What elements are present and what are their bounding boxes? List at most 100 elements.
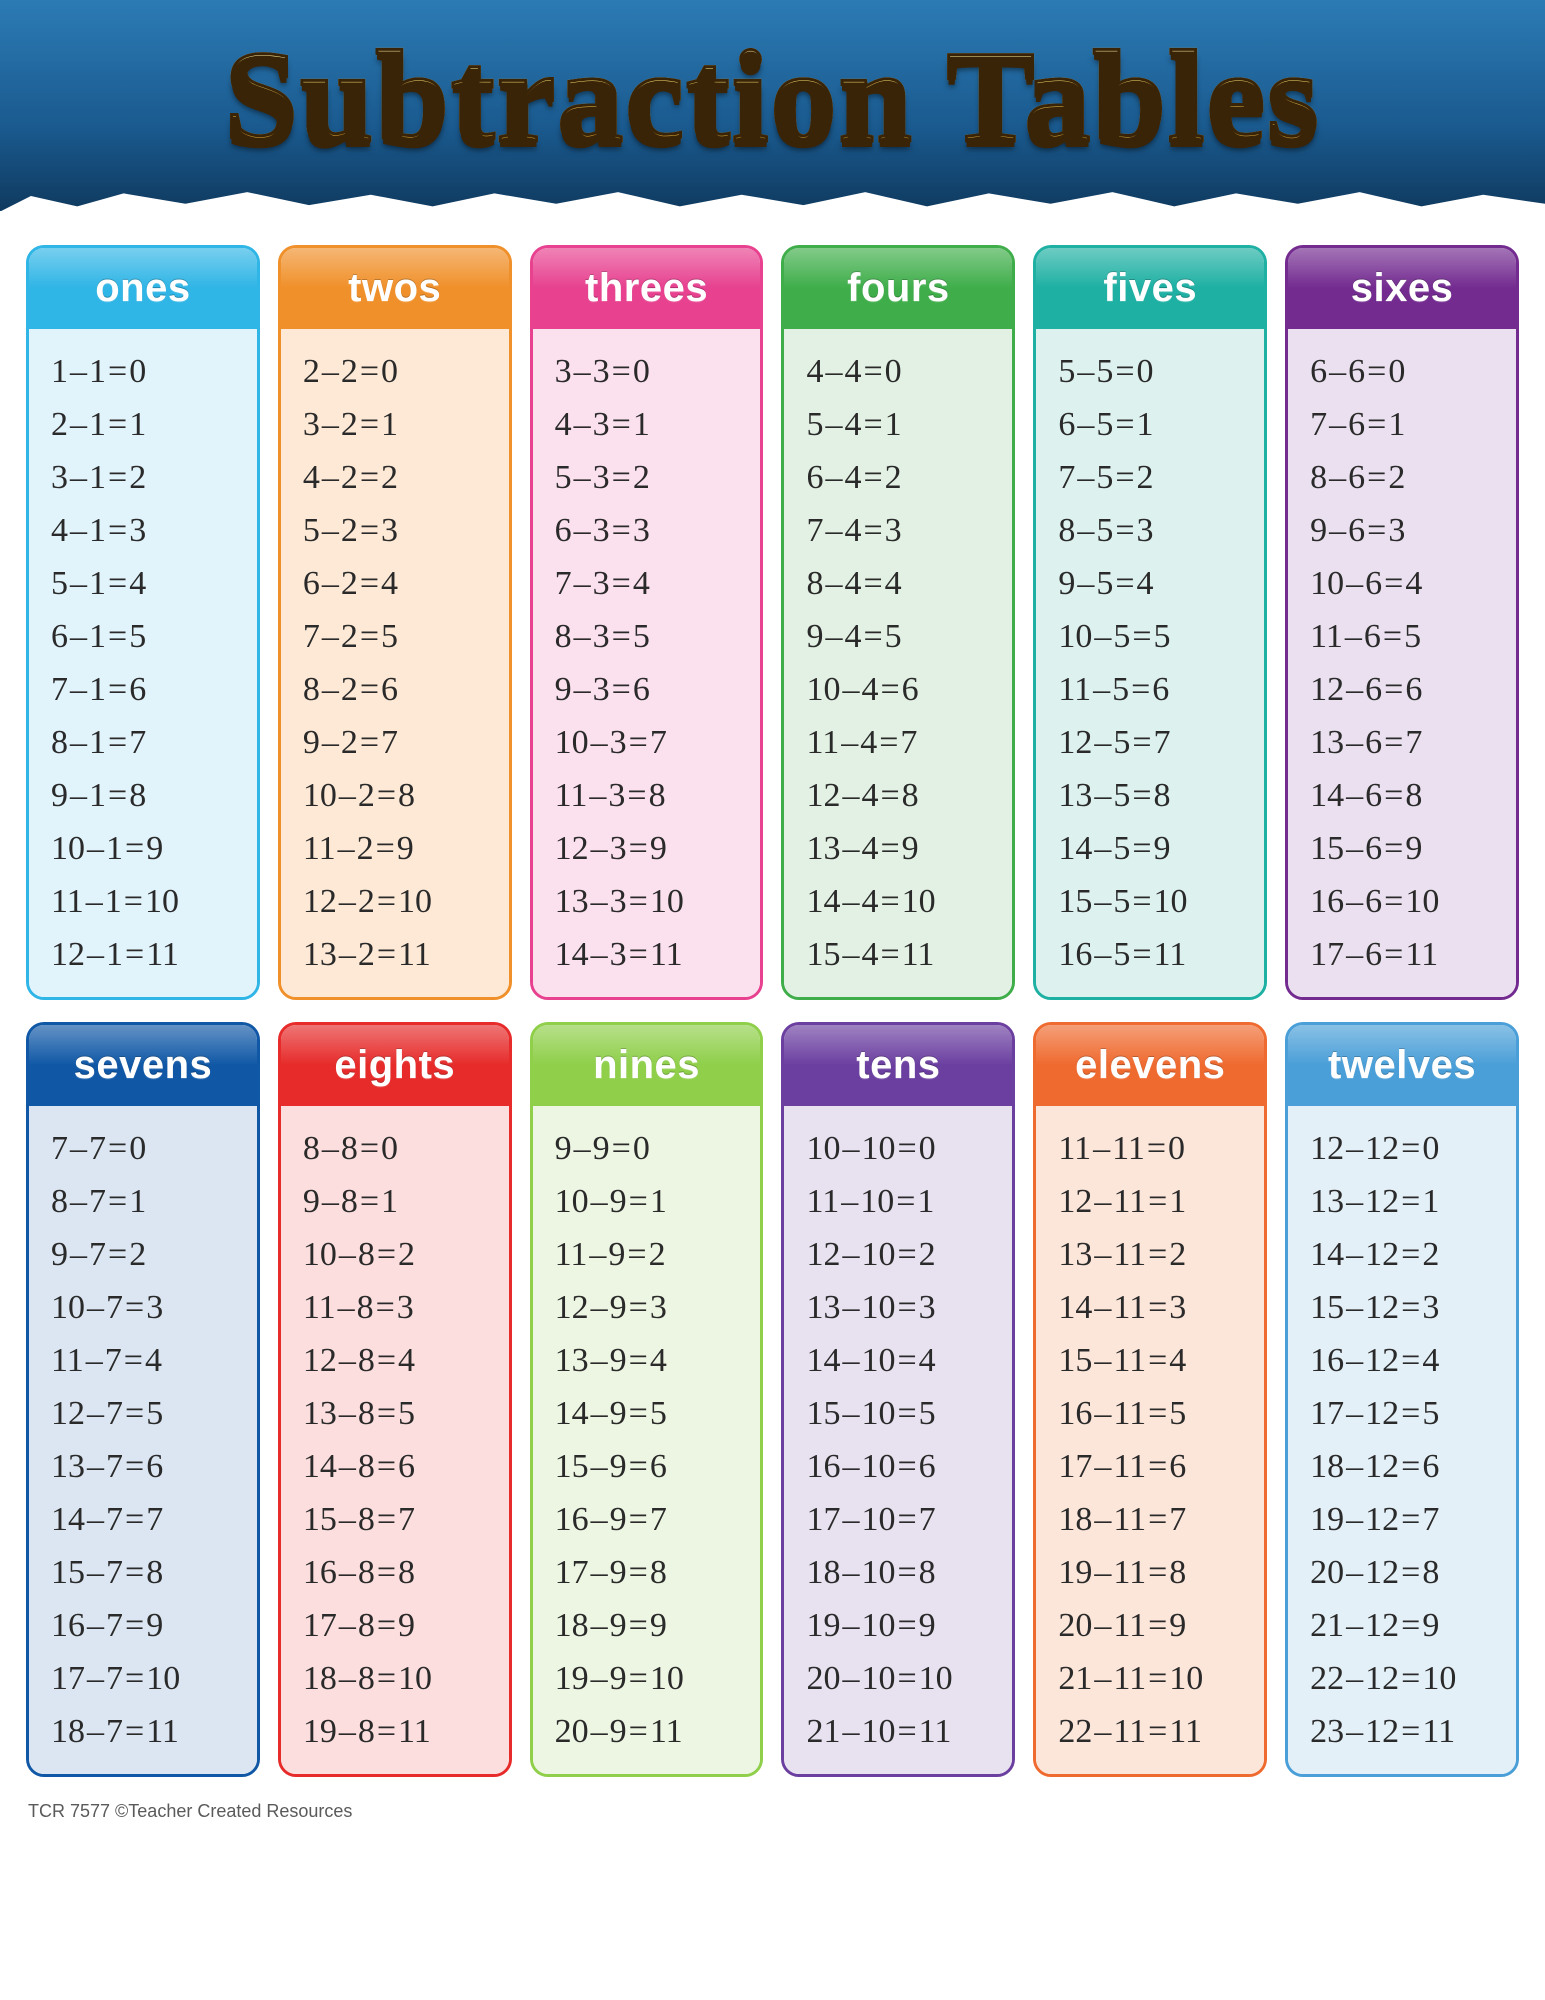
panel-body-fours: 4–4=05–4=16–4=27–4=38–4=49–4=510–4=611–4… — [784, 329, 1012, 997]
equation-row: 18–10=8 — [806, 1546, 1002, 1599]
equation-row: 8–4=4 — [806, 557, 1002, 610]
equation-row: 9–9=0 — [555, 1122, 751, 1175]
equation-row: 8–6=2 — [1310, 451, 1506, 504]
equation-row: 4–3=1 — [555, 398, 751, 451]
title-banner: Subtraction Tables — [0, 0, 1545, 211]
equation-row: 13–8=5 — [303, 1387, 499, 1440]
equation-row: 18–8=10 — [303, 1652, 499, 1705]
equation-row: 21–12=9 — [1310, 1599, 1506, 1652]
panel-fives: fives5–5=06–5=17–5=28–5=39–5=410–5=511–5… — [1033, 245, 1267, 1000]
equation-row: 7–3=4 — [555, 557, 751, 610]
panel-header-tens: tens — [784, 1025, 1012, 1106]
page-title: Subtraction Tables — [20, 28, 1525, 167]
panel-header-fives: fives — [1036, 248, 1264, 329]
equation-row: 10–4=6 — [806, 663, 1002, 716]
equation-row: 1–1=0 — [51, 345, 247, 398]
equation-row: 8–3=5 — [555, 610, 751, 663]
equation-row: 15–5=10 — [1058, 875, 1254, 928]
equation-row: 11–2=9 — [303, 822, 499, 875]
equation-row: 11–11=0 — [1058, 1122, 1254, 1175]
panel-header-threes: threes — [533, 248, 761, 329]
equation-row: 9–1=8 — [51, 769, 247, 822]
panel-elevens: elevens11–11=012–11=113–11=214–11=315–11… — [1033, 1022, 1267, 1777]
equation-row: 15–10=5 — [806, 1387, 1002, 1440]
equation-row: 10–10=0 — [806, 1122, 1002, 1175]
equation-row: 12–10=2 — [806, 1228, 1002, 1281]
equation-row: 23–12=11 — [1310, 1705, 1506, 1758]
equation-row: 11–3=8 — [555, 769, 751, 822]
panel-body-sevens: 7–7=08–7=19–7=210–7=311–7=412–7=513–7=61… — [29, 1106, 257, 1774]
equation-row: 17–7=10 — [51, 1652, 247, 1705]
tables-grid: ones1–1=02–1=13–1=24–1=35–1=46–1=57–1=68… — [0, 211, 1545, 1796]
equation-row: 12–11=1 — [1058, 1175, 1254, 1228]
equation-row: 15–7=8 — [51, 1546, 247, 1599]
equation-row: 9–2=7 — [303, 716, 499, 769]
equation-row: 19–10=9 — [806, 1599, 1002, 1652]
equation-row: 11–10=1 — [806, 1175, 1002, 1228]
equation-row: 17–12=5 — [1310, 1387, 1506, 1440]
equation-row: 11–7=4 — [51, 1334, 247, 1387]
panel-header-ones: ones — [29, 248, 257, 329]
equation-row: 12–2=10 — [303, 875, 499, 928]
equation-row: 14–11=3 — [1058, 1281, 1254, 1334]
equation-row: 13–4=9 — [806, 822, 1002, 875]
equation-row: 16–6=10 — [1310, 875, 1506, 928]
equation-row: 10–9=1 — [555, 1175, 751, 1228]
equation-row: 12–9=3 — [555, 1281, 751, 1334]
equation-row: 12–8=4 — [303, 1334, 499, 1387]
equation-row: 6–4=2 — [806, 451, 1002, 504]
equation-row: 15–11=4 — [1058, 1334, 1254, 1387]
equation-row: 7–5=2 — [1058, 451, 1254, 504]
equation-row: 5–2=3 — [303, 504, 499, 557]
equation-row: 18–7=11 — [51, 1705, 247, 1758]
equation-row: 6–2=4 — [303, 557, 499, 610]
equation-row: 16–8=8 — [303, 1546, 499, 1599]
panel-body-nines: 9–9=010–9=111–9=212–9=313–9=414–9=515–9=… — [533, 1106, 761, 1774]
equation-row: 18–9=9 — [555, 1599, 751, 1652]
equation-row: 10–1=9 — [51, 822, 247, 875]
equation-row: 7–1=6 — [51, 663, 247, 716]
equation-row: 17–10=7 — [806, 1493, 1002, 1546]
equation-row: 22–11=11 — [1058, 1705, 1254, 1758]
equation-row: 19–11=8 — [1058, 1546, 1254, 1599]
equation-row: 16–9=7 — [555, 1493, 751, 1546]
equation-row: 8–2=6 — [303, 663, 499, 716]
equation-row: 11–6=5 — [1310, 610, 1506, 663]
panel-sevens: sevens7–7=08–7=19–7=210–7=311–7=412–7=51… — [26, 1022, 260, 1777]
equation-row: 13–3=10 — [555, 875, 751, 928]
equation-row: 14–10=4 — [806, 1334, 1002, 1387]
equation-row: 14–5=9 — [1058, 822, 1254, 875]
equation-row: 12–7=5 — [51, 1387, 247, 1440]
equation-row: 4–1=3 — [51, 504, 247, 557]
panel-ones: ones1–1=02–1=13–1=24–1=35–1=46–1=57–1=68… — [26, 245, 260, 1000]
equation-row: 2–2=0 — [303, 345, 499, 398]
equation-row: 6–3=3 — [555, 504, 751, 557]
equation-row: 9–3=6 — [555, 663, 751, 716]
equation-row: 10–6=4 — [1310, 557, 1506, 610]
equation-row: 10–3=7 — [555, 716, 751, 769]
equation-row: 8–5=3 — [1058, 504, 1254, 557]
panel-twos: twos2–2=03–2=14–2=25–2=36–2=47–2=58–2=69… — [278, 245, 512, 1000]
equation-row: 7–7=0 — [51, 1122, 247, 1175]
equation-row: 18–12=6 — [1310, 1440, 1506, 1493]
equation-row: 12–5=7 — [1058, 716, 1254, 769]
equation-row: 13–7=6 — [51, 1440, 247, 1493]
equation-row: 19–8=11 — [303, 1705, 499, 1758]
equation-row: 5–4=1 — [806, 398, 1002, 451]
equation-row: 10–8=2 — [303, 1228, 499, 1281]
equation-row: 13–11=2 — [1058, 1228, 1254, 1281]
equation-row: 13–2=11 — [303, 928, 499, 981]
equation-row: 5–5=0 — [1058, 345, 1254, 398]
equation-row: 15–4=11 — [806, 928, 1002, 981]
equation-row: 10–5=5 — [1058, 610, 1254, 663]
equation-row: 14–6=8 — [1310, 769, 1506, 822]
equation-row: 10–2=8 — [303, 769, 499, 822]
equation-row: 3–1=2 — [51, 451, 247, 504]
equation-row: 16–7=9 — [51, 1599, 247, 1652]
panel-body-twos: 2–2=03–2=14–2=25–2=36–2=47–2=58–2=69–2=7… — [281, 329, 509, 997]
equation-row: 20–11=9 — [1058, 1599, 1254, 1652]
equation-row: 20–12=8 — [1310, 1546, 1506, 1599]
panel-body-elevens: 11–11=012–11=113–11=214–11=315–11=416–11… — [1036, 1106, 1264, 1774]
panel-body-ones: 1–1=02–1=13–1=24–1=35–1=46–1=57–1=68–1=7… — [29, 329, 257, 997]
equation-row: 18–11=7 — [1058, 1493, 1254, 1546]
